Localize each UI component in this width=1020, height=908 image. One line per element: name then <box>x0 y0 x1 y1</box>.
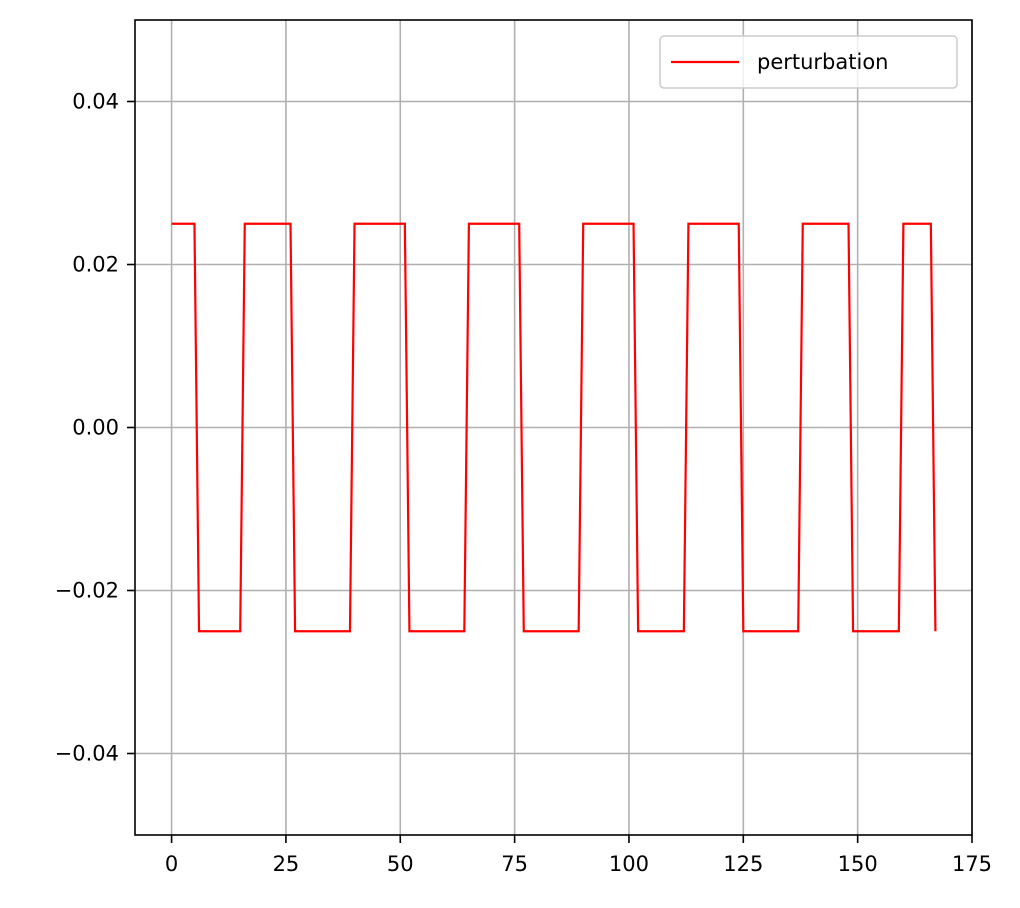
x-tick-label: 75 <box>501 852 528 876</box>
y-tick-label: −0.04 <box>55 742 119 766</box>
y-tick-label: −0.02 <box>55 579 119 603</box>
legend: perturbation <box>659 35 958 89</box>
y-tick-label: 0.00 <box>72 416 119 440</box>
series-layer <box>171 222 937 633</box>
x-axis: 0 25 50 75 100 125 150 175 <box>165 835 992 876</box>
series-line <box>171 222 937 633</box>
legend-box <box>659 35 958 89</box>
x-tick-label: 50 <box>387 852 414 876</box>
y-tick-label: 0.04 <box>72 90 119 114</box>
y-axis: −0.04 −0.02 0.00 0.02 0.04 <box>55 90 135 766</box>
x-tick-label: 175 <box>952 852 992 876</box>
x-tick-label: 100 <box>609 852 649 876</box>
x-tick-label: 0 <box>165 852 178 876</box>
y-tick-label: 0.02 <box>72 253 119 277</box>
x-tick-label: 150 <box>838 852 878 876</box>
x-tick-label: 25 <box>273 852 300 876</box>
x-tick-label: 125 <box>723 852 763 876</box>
legend-label: perturbation <box>757 50 889 74</box>
